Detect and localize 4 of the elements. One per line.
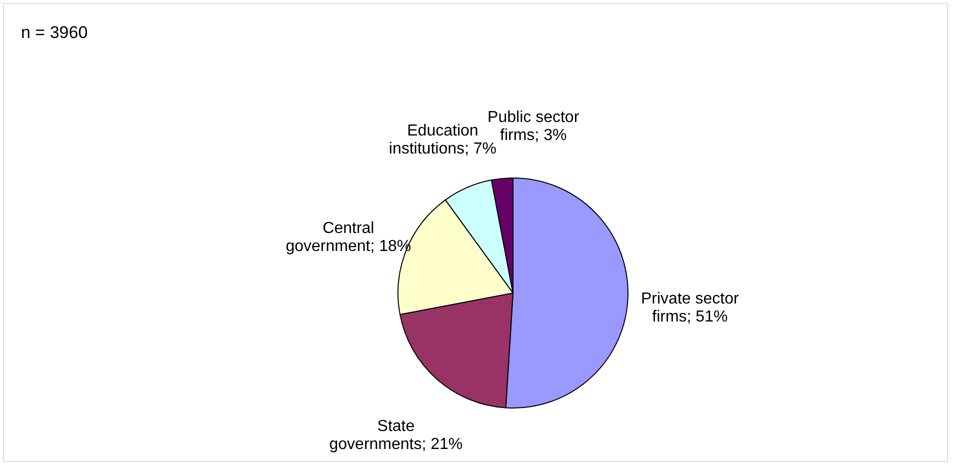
slice-label: Education institutions; 7% — [388, 122, 497, 158]
slice-label: Private sector firms; 51% — [641, 290, 740, 326]
text: n = 3960 — [21, 23, 88, 42]
slice-label: State governments; 21% — [329, 418, 463, 453]
